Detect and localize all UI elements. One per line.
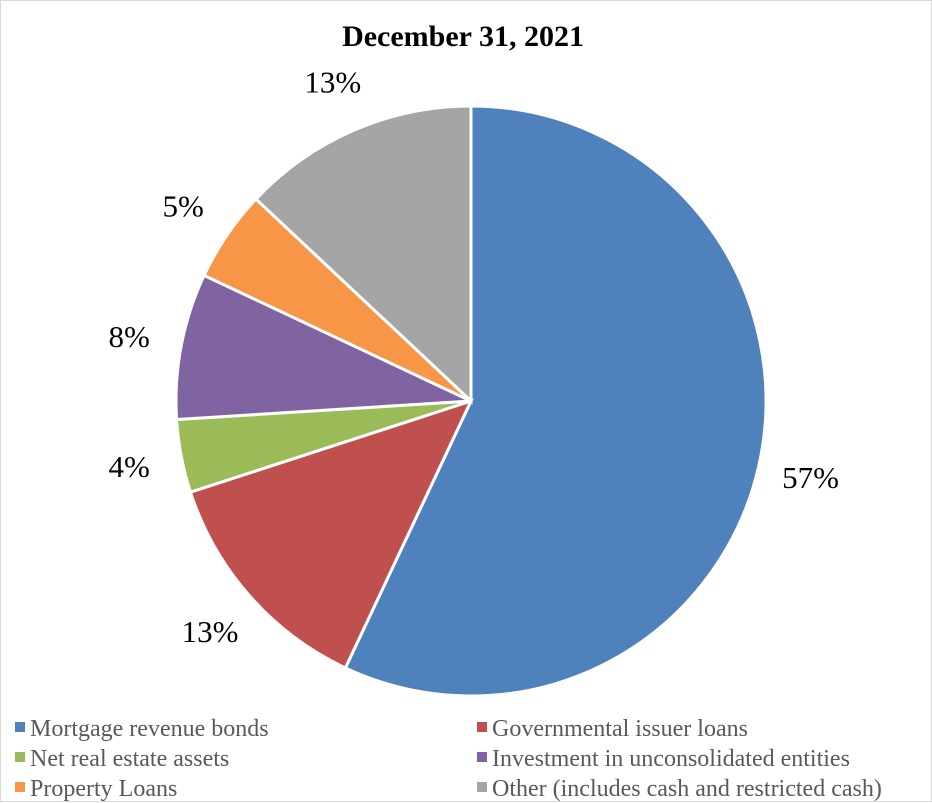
legend-label-property-loans: Property Loans <box>30 776 177 802</box>
data-label-property-loans: 5% <box>163 188 204 223</box>
pie-slice-investment-in-unconsolidated-entities <box>174 273 472 422</box>
data-label-investment-in-unconsolidated-entities: 8% <box>109 319 150 354</box>
data-label-governmental-issuer-loans: 13% <box>182 614 239 649</box>
pie-slices <box>174 104 768 698</box>
pie-slice-mortgage-revenue-bonds <box>343 104 768 698</box>
legend-label-net-real-estate-assets: Net real estate assets <box>30 746 229 772</box>
legend-swatch-mortgage-revenue-bonds <box>15 722 25 732</box>
legend-swatch-net-real-estate-assets <box>15 752 25 762</box>
legend-swatch-investment-in-unconsolidated-entities <box>477 752 487 762</box>
legend-swatch-property-loans <box>15 782 25 792</box>
data-label-other-includes-cash-and-restricted-cash: 13% <box>304 65 361 100</box>
legend-label-investment-in-unconsolidated-entities: Investment in unconsolidated entities <box>492 746 850 772</box>
pie-slice-other-includes-cash-and-restricted-cash <box>253 104 473 405</box>
legend-swatch-other-includes-cash-and-restricted-cash <box>477 782 487 792</box>
data-label-mortgage-revenue-bonds: 57% <box>782 460 839 495</box>
legend-swatch-governmental-issuer-loans <box>477 722 487 732</box>
legend-label-other-includes-cash-and-restricted-cash: Other (includes cash and restricted cash… <box>492 776 882 802</box>
pie-slice-governmental-issuer-loans <box>188 398 474 670</box>
legend-label-mortgage-revenue-bonds: Mortgage revenue bonds <box>30 716 269 742</box>
legend: Mortgage revenue bonds Governmental issue… <box>15 716 882 802</box>
data-label-net-real-estate-assets: 4% <box>109 449 150 484</box>
legend-label-governmental-issuer-loans: Governmental issuer loans <box>492 716 748 742</box>
chart-title: December 31, 2021 <box>342 20 584 53</box>
pie-data-labels: 57% 13% 4% 8% 5% 13% <box>109 65 839 649</box>
